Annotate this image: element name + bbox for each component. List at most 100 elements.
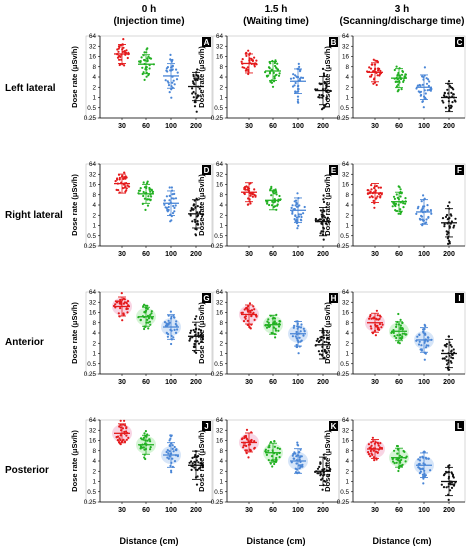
y-tick-label: 2 [219, 212, 223, 219]
y-tick-label: 1 [345, 479, 349, 486]
data-point-60cm [145, 51, 148, 54]
data-point-100cm [294, 335, 297, 338]
data-point-30cm [255, 315, 258, 318]
data-point-100cm [291, 212, 294, 215]
data-point-100cm [422, 106, 425, 109]
data-point-100cm [419, 456, 422, 459]
data-point-200cm [448, 354, 451, 357]
data-point-200cm [318, 353, 321, 356]
data-point-60cm [393, 462, 396, 465]
data-point-60cm [403, 450, 406, 453]
data-point-60cm [399, 333, 402, 336]
data-point-100cm [423, 95, 426, 98]
data-point-60cm [275, 191, 278, 194]
y-tick-label: 4 [219, 202, 223, 209]
data-point-200cm [322, 334, 325, 337]
data-point-30cm [372, 456, 375, 459]
data-point-60cm [272, 192, 275, 195]
data-point-200cm [188, 339, 191, 342]
data-point-30cm [243, 187, 246, 191]
data-point-100cm [300, 339, 303, 342]
data-point-100cm [422, 477, 425, 480]
data-point-60cm [145, 75, 148, 78]
data-point-100cm [415, 87, 418, 90]
data-point-60cm [404, 73, 407, 76]
data-point-100cm [297, 352, 300, 355]
y-tick-label: 4 [219, 458, 223, 465]
data-point-100cm [424, 92, 427, 95]
data-point-30cm [247, 305, 250, 308]
data-point-30cm [372, 449, 375, 452]
data-point-60cm [277, 329, 280, 332]
data-point-30cm [379, 186, 382, 189]
panel-letter: C [457, 38, 463, 47]
y-tick-label: 64 [342, 289, 350, 296]
data-point-100cm [167, 457, 170, 460]
data-point-200cm [327, 342, 330, 345]
data-point-100cm [165, 322, 169, 325]
data-point-200cm [193, 350, 196, 353]
data-point-30cm [115, 301, 119, 304]
y-tick-label: 2 [92, 340, 96, 347]
data-point-60cm [392, 331, 395, 334]
data-point-100cm [298, 464, 301, 467]
data-point-30cm [252, 305, 255, 308]
data-point-30cm [248, 448, 251, 451]
data-point-100cm [170, 59, 173, 62]
y-tick-label: 32 [342, 299, 350, 306]
data-point-30cm [255, 59, 258, 62]
col-header-3h-line1: 3 h [395, 4, 409, 15]
data-point-200cm [195, 351, 198, 354]
data-point-200cm [325, 464, 328, 467]
data-point-60cm [143, 432, 146, 435]
data-point-30cm [119, 426, 122, 429]
data-point-100cm [294, 204, 297, 207]
data-point-100cm [420, 349, 423, 352]
data-point-200cm [450, 91, 453, 94]
data-point-100cm [168, 444, 171, 447]
data-point-60cm [278, 320, 281, 323]
data-point-100cm [427, 84, 430, 88]
y-tick-label: 0.25 [337, 499, 350, 506]
data-point-200cm [447, 477, 450, 480]
data-point-100cm [296, 339, 299, 342]
data-point-60cm [275, 456, 278, 460]
data-point-100cm [294, 452, 297, 455]
data-point-60cm [139, 187, 142, 190]
data-point-60cm [274, 458, 277, 461]
data-point-30cm [126, 56, 129, 60]
data-point-60cm [393, 335, 396, 338]
data-point-100cm [424, 346, 428, 349]
x-tick-label: 100 [418, 251, 430, 258]
data-point-200cm [447, 92, 450, 95]
data-point-30cm [117, 189, 120, 192]
data-point-100cm [164, 79, 167, 82]
data-point-60cm [139, 319, 142, 322]
data-point-100cm [293, 218, 296, 221]
data-point-30cm [374, 189, 377, 192]
data-point-100cm [415, 212, 418, 215]
data-point-60cm [140, 56, 143, 59]
y-tick-label: 8 [345, 448, 349, 455]
data-point-60cm [274, 327, 277, 330]
y-tick-label: 4 [345, 330, 349, 337]
data-point-30cm [247, 440, 250, 443]
data-point-100cm [297, 62, 300, 65]
y-tick-label: 1 [92, 351, 96, 358]
data-point-60cm [398, 81, 401, 84]
data-point-100cm [297, 224, 300, 227]
data-point-60cm [146, 180, 149, 183]
data-point-200cm [194, 234, 198, 237]
data-point-200cm [451, 357, 455, 360]
data-point-30cm [379, 315, 382, 318]
data-point-30cm [247, 72, 250, 76]
data-point-60cm [266, 320, 269, 323]
y-tick-label: 8 [92, 64, 96, 71]
data-point-100cm [294, 90, 297, 93]
y-tick-label: 16 [89, 310, 97, 317]
col-header-1-5h-line1: 1.5 h [265, 4, 288, 15]
x-tick-label: 30 [371, 507, 379, 514]
data-point-100cm [171, 447, 174, 450]
